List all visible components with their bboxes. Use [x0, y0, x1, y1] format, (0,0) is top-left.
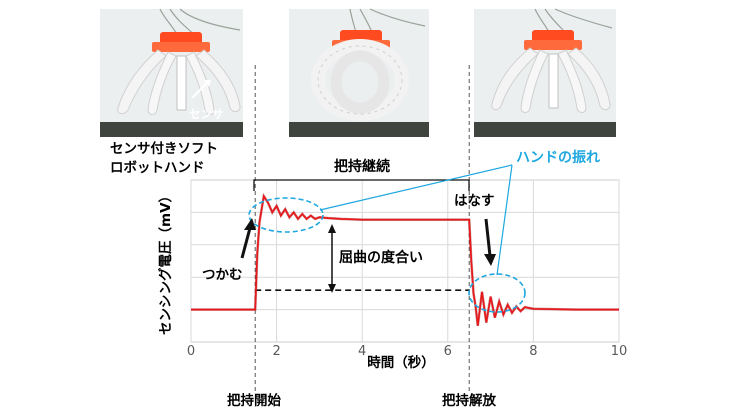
- photo-floor: [474, 122, 616, 137]
- hold-period-label: 把持継続: [334, 158, 390, 175]
- callout-leader-line: [496, 164, 513, 276]
- release-arrow-head: [484, 254, 496, 266]
- hand-label-line2: ロボットハンド: [110, 160, 205, 176]
- grasp-release-label: 把持解放: [442, 392, 496, 409]
- bending-degree-label: 屈曲の度合い: [339, 249, 423, 266]
- x-tick-label: 8: [529, 344, 537, 359]
- curled-finger: [330, 50, 390, 114]
- x-tick-labels: 0 2 4 6 8 10: [187, 344, 627, 359]
- hold-period-bracket: [253, 179, 470, 191]
- oscillation-callout-ellipse: [468, 273, 526, 313]
- x-tick-label: 10: [611, 344, 628, 359]
- grab-arrow: [240, 227, 252, 259]
- oscillation-callout-ellipse: [248, 197, 324, 233]
- gripper-photo-grasping: [289, 8, 429, 137]
- x-tick-label: 6: [444, 344, 452, 359]
- sensor-label: センサ: [189, 107, 224, 121]
- finger: [491, 47, 539, 111]
- x-tick-label: 2: [272, 344, 280, 359]
- x-tick-label: 4: [358, 344, 366, 359]
- gripper-photo-open: センサ: [100, 8, 243, 137]
- gripper-mount-ring: [152, 42, 210, 52]
- sensor-strip: [176, 55, 187, 111]
- sensor-strip: [548, 53, 559, 109]
- signal-line: [191, 193, 619, 326]
- y-axis-label: センシング電圧（mV）: [157, 189, 174, 335]
- finger: [567, 47, 611, 111]
- x-axis-label: 時間（秒）: [367, 354, 435, 371]
- hand-label-line1: センサ付きソフト: [110, 140, 218, 157]
- voltage-chart: 0 2 4 6 8 10 把持継続 ハンドの振れ つかむ はなす 屈曲の度合い 時間（秒）…: [157, 65, 627, 392]
- photo-floor: [289, 122, 429, 137]
- photo-floor: [100, 122, 243, 137]
- hand-oscillation-label: ハンドの振れ: [516, 149, 600, 166]
- grasp-start-label: 把持開始: [227, 392, 281, 409]
- callout-leader-line: [319, 164, 513, 211]
- bending-degree-arrow-head-bottom: [328, 284, 336, 293]
- release-label: はなす: [454, 193, 495, 209]
- finger-ribs: [317, 45, 403, 115]
- signal-series: [191, 192, 619, 326]
- finger: [117, 49, 167, 115]
- gripper-mount-ring: [524, 40, 582, 50]
- finger: [520, 49, 549, 113]
- finger: [147, 51, 177, 115]
- release-arrow: [484, 218, 492, 257]
- x-tick-label: 0: [187, 344, 195, 359]
- gripper-photo-released: [474, 8, 616, 137]
- finger: [557, 49, 587, 113]
- grab-label: つかむ: [202, 267, 243, 283]
- sensor-pointer-arrow-head: [204, 80, 211, 87]
- finger: [195, 49, 241, 113]
- sensor-pointer-arrow: [191, 82, 208, 99]
- bending-degree-arrow-head-top: [328, 224, 336, 233]
- grab-arrow-head: [244, 218, 256, 230]
